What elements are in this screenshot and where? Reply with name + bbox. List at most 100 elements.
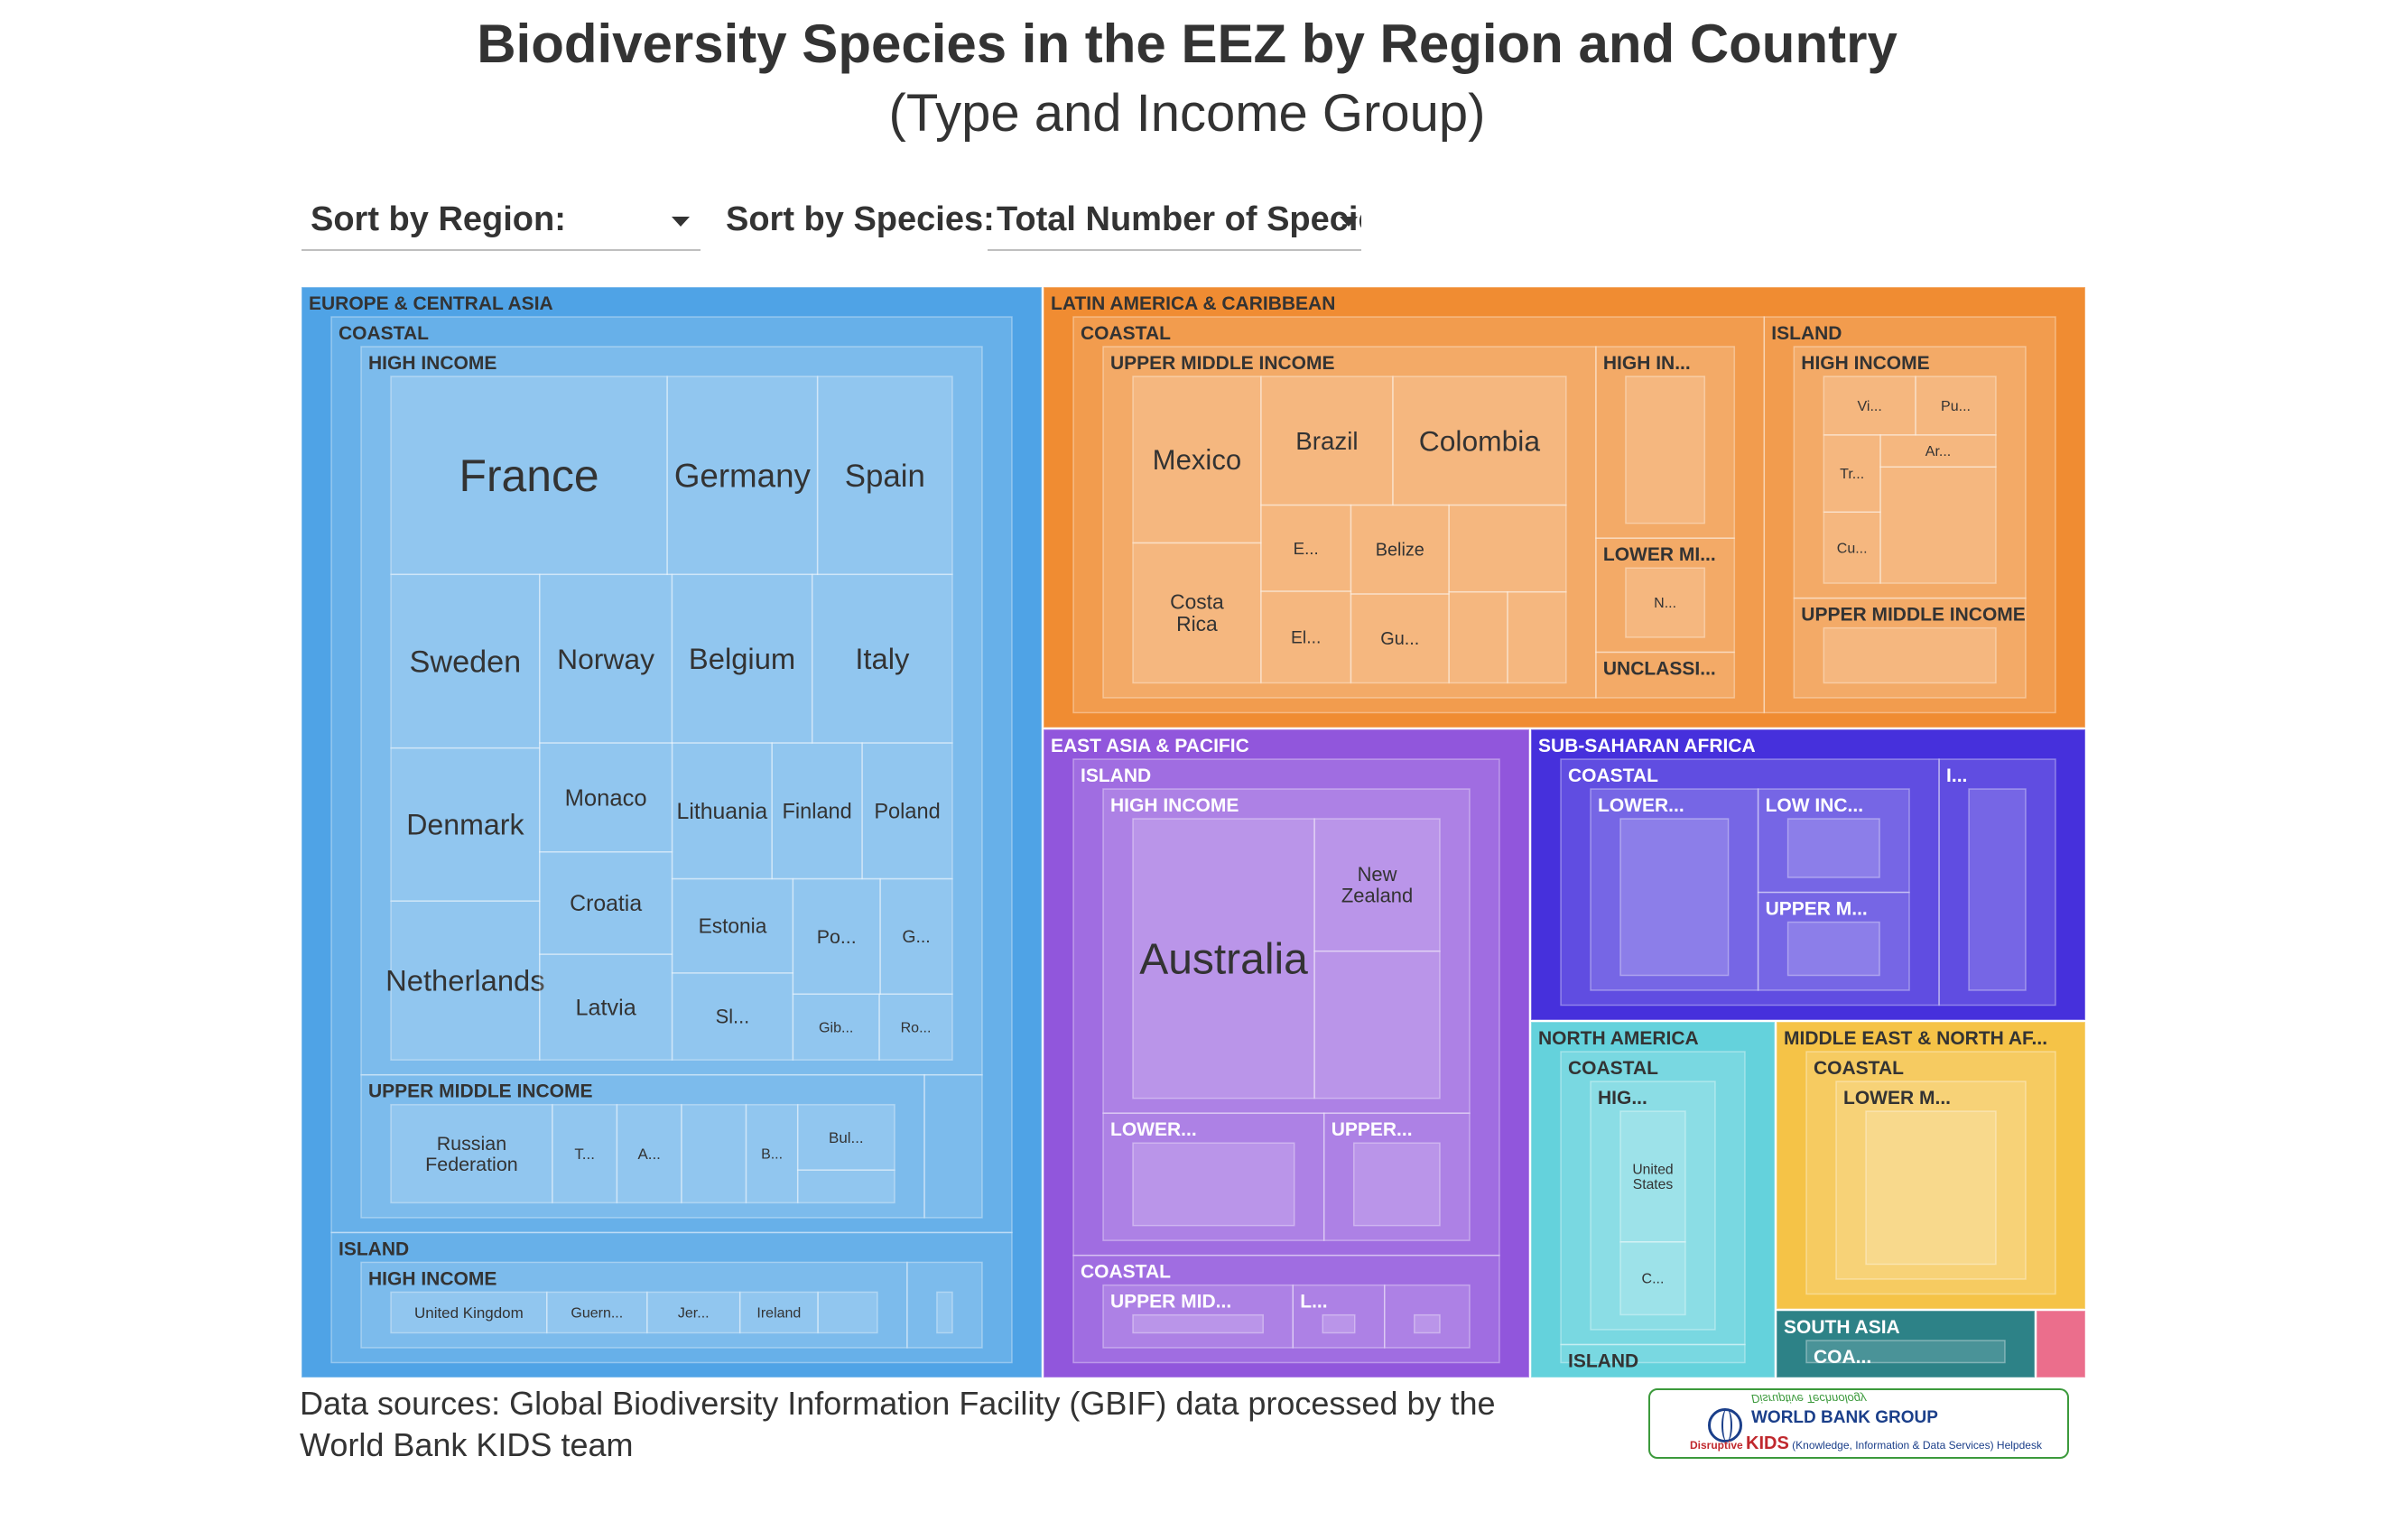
type-tile[interactable] bbox=[1560, 758, 1940, 1007]
region-tile[interactable] bbox=[1776, 1310, 2036, 1378]
country-tile[interactable] bbox=[796, 1103, 895, 1171]
country-tile[interactable] bbox=[861, 742, 953, 880]
income-group-tile[interactable] bbox=[923, 1073, 983, 1219]
income-group-tile[interactable] bbox=[1102, 1284, 1294, 1349]
country-tile[interactable] bbox=[1350, 593, 1450, 684]
sort-region-dropdown[interactable] bbox=[302, 188, 701, 251]
country-tile[interactable] bbox=[538, 573, 673, 744]
income-group-tile[interactable] bbox=[360, 1073, 925, 1219]
country-tile[interactable] bbox=[1352, 1142, 1441, 1227]
country-tile[interactable] bbox=[792, 993, 880, 1061]
country-tile[interactable] bbox=[390, 1103, 553, 1204]
country-tile[interactable] bbox=[1414, 1313, 1441, 1334]
country-tile[interactable] bbox=[546, 1291, 648, 1334]
country-tile[interactable] bbox=[771, 742, 863, 880]
country-tile[interactable] bbox=[1823, 626, 1997, 684]
country-tile[interactable] bbox=[1260, 504, 1352, 592]
country-tile[interactable] bbox=[390, 747, 541, 902]
country-tile[interactable] bbox=[1448, 504, 1567, 593]
country-tile[interactable] bbox=[671, 742, 773, 880]
income-group-tile[interactable] bbox=[1384, 1284, 1471, 1349]
type-tile[interactable] bbox=[1072, 1254, 1500, 1364]
region-tile[interactable] bbox=[1530, 1021, 1776, 1378]
region-tile[interactable] bbox=[1776, 1021, 2086, 1310]
country-tile[interactable] bbox=[811, 573, 953, 744]
type-tile[interactable] bbox=[1560, 1343, 1746, 1364]
country-tile[interactable] bbox=[390, 376, 668, 576]
country-tile[interactable] bbox=[1322, 1313, 1356, 1334]
country-tile[interactable] bbox=[1507, 590, 1567, 684]
country-tile[interactable] bbox=[1786, 818, 1880, 878]
country-tile[interactable] bbox=[616, 1103, 682, 1204]
country-tile[interactable] bbox=[390, 1291, 548, 1334]
type-tile[interactable] bbox=[330, 316, 1013, 1234]
country-tile[interactable] bbox=[1619, 1110, 1686, 1243]
income-group-tile[interactable] bbox=[1757, 788, 1910, 894]
country-tile[interactable] bbox=[1132, 542, 1262, 684]
income-group-tile[interactable] bbox=[1590, 788, 1759, 991]
type-tile[interactable] bbox=[1072, 316, 1766, 714]
country-tile[interactable] bbox=[1350, 504, 1450, 595]
country-tile[interactable] bbox=[1625, 376, 1706, 524]
country-tile[interactable] bbox=[538, 742, 673, 853]
country-tile[interactable] bbox=[879, 877, 953, 995]
income-group-tile[interactable] bbox=[360, 1261, 908, 1349]
country-tile[interactable] bbox=[1392, 376, 1567, 506]
region-tile[interactable] bbox=[1043, 728, 1530, 1378]
country-tile[interactable] bbox=[1132, 1142, 1295, 1227]
income-group-tile[interactable] bbox=[1102, 788, 1471, 1114]
region-tile[interactable] bbox=[1530, 728, 2086, 1021]
country-tile[interactable] bbox=[390, 900, 541, 1061]
country-tile[interactable] bbox=[1915, 376, 1997, 436]
type-tile[interactable] bbox=[1805, 1340, 2006, 1364]
country-tile[interactable] bbox=[538, 851, 673, 955]
type-tile[interactable] bbox=[1938, 758, 2056, 1007]
income-group-tile[interactable] bbox=[1595, 346, 1736, 539]
income-group-tile[interactable] bbox=[1590, 1081, 1716, 1331]
country-tile[interactable] bbox=[1625, 567, 1706, 638]
country-tile[interactable] bbox=[1313, 950, 1441, 1099]
income-group-tile[interactable] bbox=[1595, 651, 1736, 699]
type-tile[interactable] bbox=[1763, 316, 2056, 714]
region-tile[interactable] bbox=[1043, 286, 2086, 728]
country-tile[interactable] bbox=[666, 376, 819, 576]
country-tile[interactable] bbox=[671, 877, 794, 974]
country-tile[interactable] bbox=[1448, 590, 1508, 684]
country-tile[interactable] bbox=[390, 573, 541, 749]
country-tile[interactable] bbox=[1132, 376, 1262, 544]
country-tile[interactable] bbox=[552, 1103, 618, 1204]
income-group-tile[interactable] bbox=[1322, 1112, 1471, 1241]
income-group-tile[interactable] bbox=[360, 346, 983, 1076]
income-group-tile[interactable] bbox=[1835, 1081, 2027, 1280]
type-tile[interactable] bbox=[330, 1231, 1013, 1364]
country-tile[interactable] bbox=[796, 1169, 895, 1204]
country-tile[interactable] bbox=[1619, 1240, 1686, 1316]
country-tile[interactable] bbox=[878, 993, 953, 1061]
income-group-tile[interactable] bbox=[1102, 1112, 1325, 1241]
country-tile[interactable] bbox=[792, 877, 881, 995]
country-tile[interactable] bbox=[1786, 921, 1880, 977]
country-tile[interactable] bbox=[738, 1291, 819, 1334]
country-tile[interactable] bbox=[1260, 376, 1394, 506]
type-tile[interactable] bbox=[1560, 1051, 1746, 1346]
country-tile[interactable] bbox=[1865, 1110, 1997, 1266]
country-tile[interactable] bbox=[816, 376, 953, 576]
income-group-tile[interactable] bbox=[1793, 597, 2027, 699]
country-tile[interactable] bbox=[1132, 1313, 1264, 1334]
country-tile[interactable] bbox=[671, 573, 813, 744]
country-tile[interactable] bbox=[1132, 818, 1315, 1099]
country-tile[interactable] bbox=[1823, 511, 1881, 584]
region-tile[interactable] bbox=[301, 286, 1043, 1378]
income-group-tile[interactable] bbox=[1102, 346, 1597, 699]
country-tile[interactable] bbox=[1260, 590, 1352, 684]
sort-species-dropdown[interactable]: Total Number of Specie bbox=[988, 188, 1361, 251]
country-tile[interactable] bbox=[1823, 434, 1881, 514]
income-group-tile[interactable] bbox=[906, 1261, 983, 1349]
country-tile[interactable] bbox=[936, 1291, 953, 1334]
country-tile[interactable] bbox=[538, 953, 673, 1061]
country-tile[interactable] bbox=[817, 1291, 878, 1334]
income-group-tile[interactable] bbox=[1968, 788, 2027, 991]
type-tile[interactable] bbox=[1072, 758, 1500, 1257]
country-tile[interactable] bbox=[1879, 466, 1997, 584]
country-tile[interactable] bbox=[1879, 434, 1997, 468]
